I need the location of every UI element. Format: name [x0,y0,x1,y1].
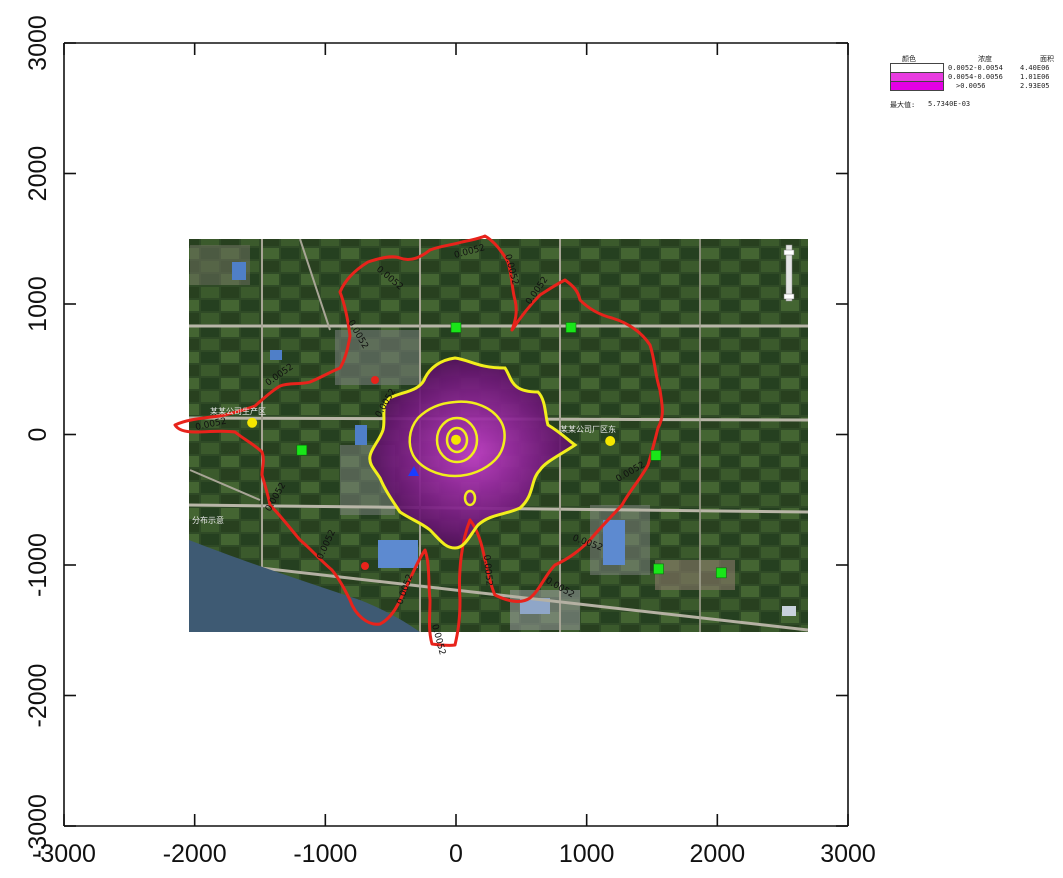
receptor-marker [653,563,664,575]
red-marker [361,562,369,570]
x-tick-label: 0 [449,840,463,868]
y-tick-label: 2000 [24,146,52,202]
y-tick-label: -3000 [24,794,52,858]
legend-range: 0.0052-0.0054 [948,64,1003,72]
x-tick-label: -2000 [163,840,227,868]
axis-tick-labels: -3000 -2000 -1000 0 1000 2000 3000 -3000 -2000 -1… [24,15,876,868]
place-label-2: 某某公司厂区东 [560,424,616,434]
x-tick-label: 3000 [820,840,876,868]
y-tick-label: 0 [24,428,52,442]
contour-label: 0.0052 [481,554,494,586]
blue-triangle-marker [408,466,419,476]
receptor-marker [296,444,308,456]
y-tick-label: 1000 [24,276,52,332]
receptor-markers [296,322,727,579]
legend-area: 2.93E05 [1020,82,1050,90]
receptor-marker [450,322,462,333]
contour-inner-ring-2 [435,416,479,464]
legend-row: >0.0056 2.93E05 [890,81,1060,91]
receptor-marker [715,567,727,579]
source-marker [605,436,616,447]
receptor-marker [650,450,662,461]
contour-inner-ring-3 [445,426,469,454]
receptor-marker [565,322,577,333]
legend-header-color: 颜色 [902,55,916,63]
x-tick-label: 1000 [559,840,615,868]
contour-0.0052 [173,234,664,647]
legend-range: >0.0056 [956,82,986,90]
place-labels: 某某公司生产区 某某公司厂区东 分布示意 [192,406,616,525]
legend-swatch [890,81,944,91]
legend-max-value: 5.7340E-03 [928,100,971,108]
legend-max-label: 最大值: [890,101,916,109]
y-tick-label: -2000 [24,664,52,728]
legend-header-concentration: 浓度 [978,55,992,63]
y-tick-label: -1000 [24,533,52,597]
satellite-basemap [189,239,808,632]
legend-area: 4.40E06 [1020,64,1050,72]
source-markers [247,417,616,447]
legend-area: 1.01E06 [1020,73,1050,81]
place-label-3: 分布示意 [192,515,224,525]
place-label-1: 某某公司生产区 [210,406,266,416]
legend-header-area: 面积 [1040,55,1054,63]
legend-range: 0.0054-0.0056 [948,73,1003,81]
axis-ticks [63,42,849,827]
source-marker [247,417,258,428]
contour-small-island [463,489,477,507]
source-marker [451,434,461,445]
x-tick-label: -1000 [293,840,357,868]
y-tick-label: 3000 [24,15,52,71]
red-marker [371,376,379,384]
contour-0.0056-ring [408,400,506,478]
x-tick-label: -3000 [32,840,96,868]
x-tick-label: 2000 [690,840,746,868]
contour-0.0054 [368,356,578,550]
